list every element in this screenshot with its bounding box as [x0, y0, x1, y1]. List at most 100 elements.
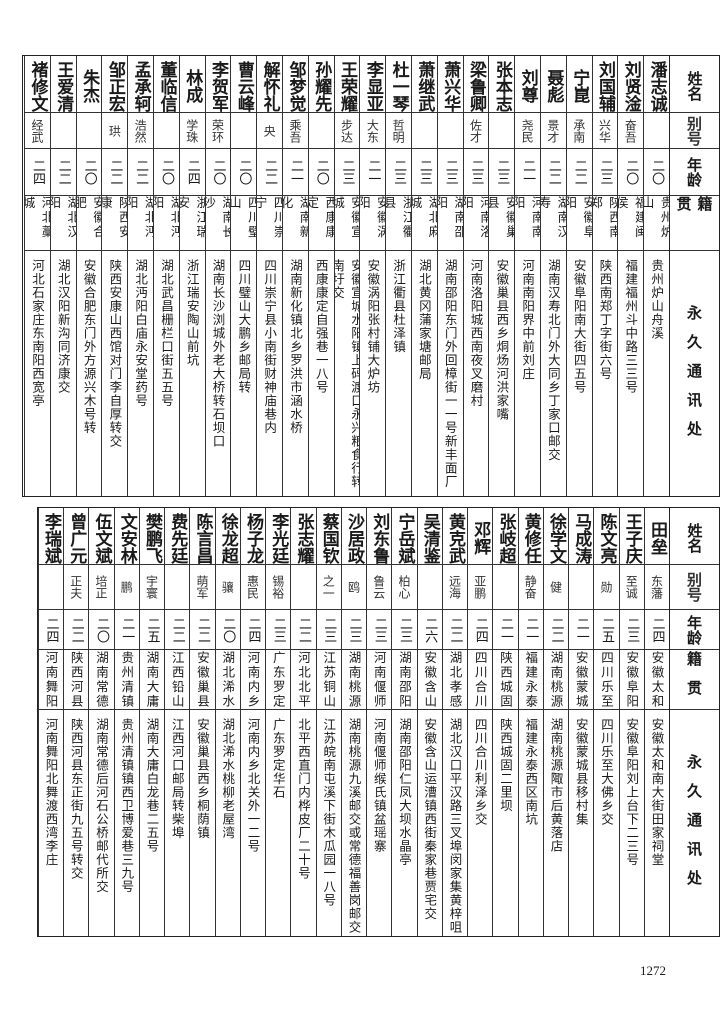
name-cell: 解怀礼	[257, 56, 283, 113]
age-cell: 二四	[468, 610, 493, 650]
person-column: 徐龙超骧二〇 湖北浠水 湖北浠水桃柳老屋湾	[214, 508, 240, 936]
age-cell: 二二	[50, 149, 76, 196]
age-cell: 二〇	[205, 149, 231, 196]
origin-text: 江苏铜山	[321, 650, 337, 709]
address-cell: 湖南邵阳仁凤大坝水晶亭	[392, 710, 416, 935]
age-cell: 二一	[518, 610, 543, 650]
address-text: 河南偃师缑氏镇盆瑶寨	[371, 718, 387, 853]
name-text: 王荣耀	[337, 60, 358, 112]
origin-text: 湖南长沙	[205, 196, 231, 240]
header-alias-text: 别号	[685, 115, 703, 146]
alias-cell: 东藩	[644, 565, 670, 610]
address-cell: 湖北汉口平汉路三叉埠闵家集黄梓咀	[443, 710, 467, 935]
name-cell: 蔡国钦	[316, 508, 341, 565]
alias-cell: 步达	[334, 113, 360, 149]
origin-cell: 湖南汉寿	[541, 196, 566, 251]
age-cell: 二二	[190, 610, 215, 650]
address-text: 河北石家庄东南阳西宽亭	[29, 259, 45, 408]
name-cell: 陈言昌	[190, 508, 215, 565]
name-text: 马成涛	[571, 512, 592, 564]
alias-cell: 远海	[442, 565, 468, 610]
address-text: 湖北汉口平汉路三叉埠闵家集黄梓咀	[447, 718, 463, 934]
age-text: 二二	[68, 616, 84, 643]
person-column: 李显亚 大东 二一 安徽涡阳 安徽涡阳张村铺大炉坊	[359, 56, 386, 496]
age-cell: 二三	[412, 149, 437, 196]
person-column: 董临信 二〇 湖北沔阳 湖北武昌栅栏口街五五号	[153, 56, 179, 496]
alias-text: 之一	[321, 575, 336, 599]
name-cell: 林成	[179, 56, 205, 113]
origin-text: 安徽含山	[422, 650, 438, 709]
age-text: 二三	[346, 616, 362, 643]
address-cell: 贵州炉山舟溪	[644, 251, 669, 495]
header-alias-text: 别号	[685, 572, 704, 602]
name-cell: 曹云峰	[231, 56, 257, 113]
header-alias-cell: 别号	[670, 113, 719, 149]
origin-text: 安徽太和	[649, 650, 665, 709]
origin-cell: 湖北汉阳	[50, 196, 76, 251]
alias-cell	[437, 113, 463, 149]
name-cell: 李瑞斌	[38, 508, 64, 565]
person-column: 刘尊 尧民 二一 河南南阳 河南南阳界中前刘庄	[514, 56, 541, 496]
address-text: 湖北沔阳白庙永安堂药号	[133, 259, 149, 408]
origin-text: 湖南新化	[283, 196, 308, 240]
age-cell: 二一	[114, 610, 139, 650]
person-column: 陈文亮勋二五 四川乐至 四川乐至大佛乡交	[593, 508, 619, 936]
name-text: 宁岳斌	[394, 512, 415, 564]
name-cell: 萧兴华	[437, 56, 463, 113]
alias-text: 静奋	[523, 575, 538, 599]
origin-cell: 安徽太和	[644, 650, 670, 710]
alias-cell: 勋	[594, 565, 619, 610]
age-text: 二五	[598, 616, 614, 643]
person-column: 曹云峰 二〇 四川璧山 四川璧山大鹏乡邮局转	[230, 56, 257, 496]
address-text: 湖北浠水桃柳老屋湾	[220, 718, 236, 840]
address-cell: 安徽巢县西乡桐荫镇	[190, 710, 214, 935]
address-cell: 湖南常德后河石公桥邮代所交	[89, 710, 113, 935]
age-text: 二一	[573, 616, 589, 643]
person-column: 宁岳斌 柏心 二三 湖南邵阳 湖南邵阳仁凤大坝水晶亭	[391, 508, 417, 936]
name-cell: 李贺军	[205, 56, 231, 113]
origin-cell: 四川乐至	[594, 650, 619, 710]
age-cell: 二四	[38, 610, 64, 650]
age-text: 二〇	[649, 159, 665, 185]
origin-text: 安徽宣城	[334, 196, 360, 240]
person-column: 杨子龙 惠民 二四 河南内乡 河南内乡北关外一二号	[239, 508, 266, 936]
address-cell: 广东罗定华石	[266, 710, 290, 935]
age-text: 二二	[133, 159, 149, 185]
age-cell: 二一	[569, 610, 594, 650]
name-cell: 潘志诚	[644, 56, 669, 113]
address-text: 贵州炉山舟溪	[649, 259, 665, 340]
name-cell: 刘东鲁	[367, 508, 392, 565]
address-cell: 陕西河县东正街九五号转交	[64, 710, 88, 935]
address-text: 河南舞阳北舞渡西湾李庄	[43, 718, 59, 867]
age-text: 二三	[624, 616, 640, 643]
origin-text: 河北北平	[295, 650, 311, 709]
name-text: 萧兴华	[440, 60, 461, 112]
name-cell: 董临信	[154, 56, 179, 113]
alias-text: 骧	[220, 581, 235, 593]
address-cell: 北平西直门内桦皮厂二十号	[291, 710, 315, 935]
page-number: 1272	[640, 963, 666, 978]
origin-text: 湖北孝感	[447, 650, 463, 709]
address-cell: 四川璧山大鹏乡邮局转	[231, 251, 256, 495]
address-text: 福建福州斗中路三三号	[623, 259, 639, 394]
age-text: 二〇	[236, 159, 252, 185]
origin-cell: 湖南新化	[283, 196, 308, 251]
age-text: 二二	[447, 616, 463, 643]
origin-cell: 陕西城固	[493, 650, 518, 710]
origin-text: 湖南常德	[93, 650, 109, 709]
name-text: 梁鲁卿	[466, 60, 487, 112]
address-cell: 河南内乡北关外一二号	[241, 710, 265, 935]
age-text: 二〇	[313, 159, 329, 185]
address-cell: 安徽涡阳张村铺大炉坊	[360, 251, 385, 495]
origin-text: 四川崇宁	[257, 196, 283, 240]
origin-cell: 安徽巢县	[489, 196, 515, 251]
origin-cell: 湖北孝感	[442, 650, 468, 710]
alias-text: 健	[548, 581, 563, 593]
person-column: 王爱清 二二 湖北汉阳 湖北汉阳新沟同济康交	[49, 56, 76, 496]
alias-cell: 正夫	[64, 565, 89, 610]
alias-cell: 哲明	[386, 113, 412, 149]
address-text: 陕西河县东正街九五号转交	[68, 718, 84, 880]
address-cell: 安徽含山运漕镇西街秦家巷贾宅交	[418, 710, 442, 935]
origin-cell: 湖南邵阳	[437, 196, 463, 251]
address-cell: 湖北黄冈蒲家塘邮局	[412, 251, 437, 495]
